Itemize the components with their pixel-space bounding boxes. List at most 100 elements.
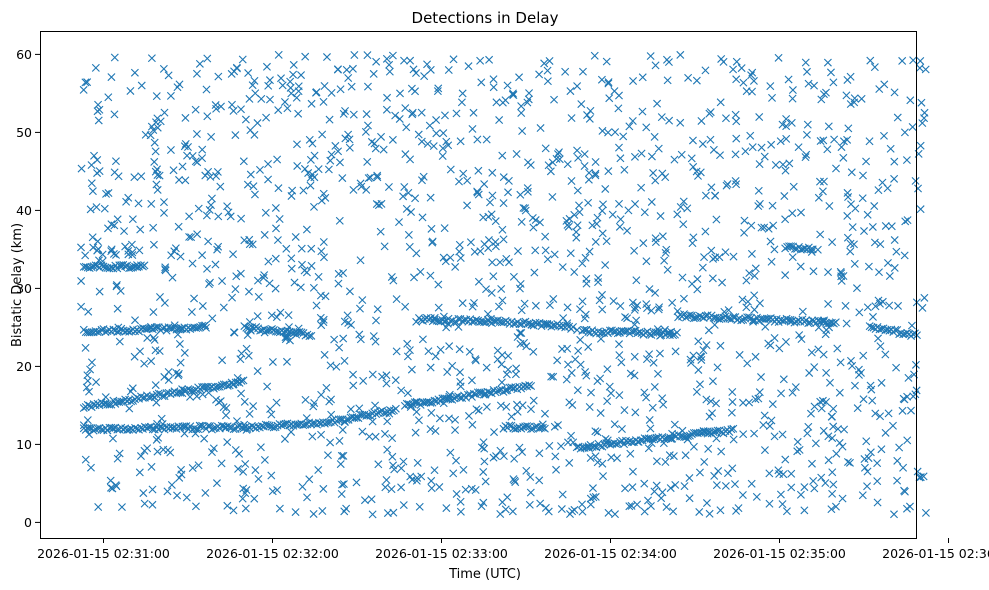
data-point [705, 412, 714, 421]
data-point [649, 358, 658, 367]
data-point [598, 229, 607, 238]
data-point [241, 115, 250, 124]
data-point [318, 507, 327, 515]
data-point [850, 259, 859, 268]
data-point [388, 135, 397, 144]
data-point [626, 369, 635, 378]
data-point [112, 250, 120, 259]
data-point [729, 313, 738, 322]
data-point [880, 80, 889, 89]
data-point [739, 78, 748, 87]
data-point [578, 507, 587, 516]
data-point [363, 157, 372, 166]
data-point [876, 342, 885, 351]
data-point [536, 124, 545, 133]
data-point [150, 157, 159, 166]
data-point [470, 299, 478, 308]
data-point [290, 278, 299, 287]
data-point [418, 398, 427, 407]
data-point [663, 329, 672, 338]
data-point [611, 510, 619, 519]
data-point [263, 382, 272, 391]
data-point [863, 482, 872, 491]
data-point [860, 227, 869, 236]
data-point [683, 435, 692, 444]
data-point [260, 230, 269, 239]
data-point [593, 428, 602, 437]
data-point [846, 247, 855, 256]
data-point [695, 311, 704, 320]
data-point [643, 496, 652, 505]
data-point [521, 204, 530, 213]
data-point [859, 395, 868, 404]
data-point [541, 232, 550, 241]
data-point [575, 201, 583, 210]
data-point [403, 339, 412, 348]
data-point [128, 215, 137, 224]
data-point [745, 313, 754, 322]
data-point [136, 452, 145, 461]
data-point [382, 54, 391, 63]
data-point [787, 483, 796, 492]
data-point [265, 279, 274, 288]
data-point [319, 97, 328, 106]
data-point [268, 357, 277, 366]
data-point [300, 164, 309, 173]
data-point [265, 76, 274, 85]
data-point [379, 145, 388, 154]
data-point [546, 167, 555, 176]
data-point [344, 319, 353, 328]
data-point [893, 113, 902, 122]
data-point [456, 507, 465, 516]
data-point [814, 323, 823, 332]
data-point [859, 351, 868, 360]
data-point [661, 173, 670, 182]
data-point [692, 167, 701, 176]
data-point [793, 437, 802, 446]
data-point [455, 247, 464, 256]
data-point [347, 82, 356, 91]
data-point [570, 505, 579, 514]
data-point [580, 150, 589, 159]
data-point [319, 484, 328, 493]
data-point [695, 380, 704, 389]
data-point [108, 434, 117, 443]
data-point [479, 438, 488, 447]
data-point [890, 174, 899, 183]
data-point [249, 402, 258, 411]
data-point [390, 465, 399, 474]
data-point [87, 179, 96, 188]
data-point [916, 141, 925, 150]
data-point [363, 82, 372, 91]
data-point [355, 330, 364, 339]
data-point [884, 409, 893, 418]
data-point [148, 500, 157, 509]
data-point [176, 252, 185, 261]
data-point [630, 152, 639, 161]
data-point [547, 372, 556, 381]
data-point [95, 105, 104, 114]
data-point [482, 363, 491, 372]
data-point [701, 66, 710, 75]
data-point [701, 311, 710, 320]
data-point [586, 494, 595, 503]
data-point [617, 424, 626, 433]
data-point [816, 397, 825, 406]
data-point [732, 75, 741, 84]
data-point [515, 443, 524, 452]
data-point [163, 446, 172, 455]
data-point [301, 52, 310, 61]
data-point [638, 107, 647, 116]
data-point [576, 305, 584, 314]
data-point [795, 445, 804, 454]
data-point [136, 225, 145, 234]
data-point [397, 464, 406, 473]
data-point [566, 249, 575, 258]
data-point [647, 197, 656, 206]
data-point [307, 244, 316, 253]
data-point [631, 408, 640, 417]
data-point [509, 319, 518, 328]
data-point [147, 54, 156, 63]
data-point [280, 97, 289, 106]
data-point [126, 86, 135, 95]
